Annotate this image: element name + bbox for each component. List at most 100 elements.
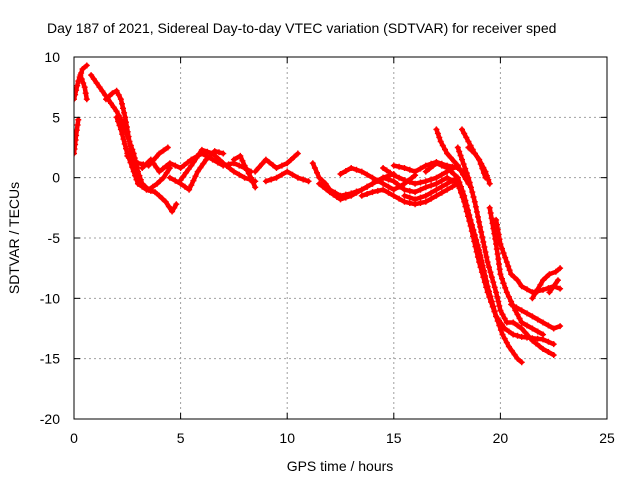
data-point <box>494 226 501 233</box>
data-point <box>514 277 521 284</box>
data-point <box>193 154 200 161</box>
data-point <box>197 164 204 171</box>
data-point <box>284 160 291 167</box>
data-point <box>529 295 536 302</box>
data-point <box>490 279 497 286</box>
data-point <box>369 174 376 181</box>
data-point <box>348 165 355 171</box>
y-tick-label: -10 <box>40 290 60 306</box>
data-point <box>478 269 485 276</box>
data-point <box>501 325 508 332</box>
data-point <box>508 347 515 354</box>
data-point <box>433 180 440 187</box>
series-arc-27 <box>486 204 547 338</box>
data-point <box>532 340 539 347</box>
data-point <box>116 122 123 129</box>
data-point <box>497 271 504 278</box>
data-point <box>143 160 150 167</box>
data-point <box>385 176 392 183</box>
data-point <box>524 310 530 317</box>
data-point <box>510 331 517 338</box>
data-point <box>498 321 505 328</box>
data-point <box>252 168 259 175</box>
data-point <box>385 183 392 190</box>
data-point <box>499 275 505 282</box>
data-point <box>374 187 381 194</box>
data-point <box>239 157 246 164</box>
data-point <box>406 194 413 201</box>
x-axis-label: GPS time / hours <box>287 458 394 474</box>
data-point <box>463 134 470 141</box>
series-arc-26 <box>465 144 493 187</box>
data-point <box>473 248 480 255</box>
data-point <box>106 93 113 100</box>
data-point <box>268 176 275 183</box>
data-point <box>552 268 559 275</box>
data-point <box>157 177 164 184</box>
data-point <box>496 302 503 309</box>
data-point <box>501 335 508 342</box>
data-point <box>220 150 227 157</box>
data-point <box>482 168 489 175</box>
data-point <box>396 195 403 202</box>
grid <box>74 57 607 419</box>
data-point <box>166 160 173 167</box>
data-point <box>461 198 468 205</box>
data-point <box>508 301 515 308</box>
data-point <box>319 177 326 184</box>
data-point <box>472 203 479 210</box>
data-point <box>457 167 464 174</box>
series-arc-11 <box>230 152 259 191</box>
data-point <box>128 148 135 155</box>
data-point <box>289 171 296 178</box>
data-point <box>497 327 504 333</box>
data-point <box>550 283 557 290</box>
data-point <box>428 189 435 196</box>
data-point <box>438 189 445 196</box>
series-arc-22 <box>433 126 472 187</box>
data-point <box>200 160 207 167</box>
data-point <box>518 359 525 366</box>
data-point <box>255 164 262 171</box>
data-point <box>198 146 205 153</box>
data-point <box>438 162 445 169</box>
data-point <box>489 303 496 310</box>
data-point <box>511 351 518 358</box>
data-point <box>529 313 536 320</box>
data-point <box>127 155 134 162</box>
data-point <box>120 105 126 112</box>
data-point <box>196 150 203 157</box>
data-point <box>449 163 456 170</box>
data-point <box>166 174 173 181</box>
data-point <box>454 174 461 181</box>
data-point <box>484 289 491 296</box>
x-tick-label: 20 <box>493 430 509 446</box>
data-point <box>353 166 360 173</box>
data-point <box>316 180 323 187</box>
data-point <box>524 322 530 329</box>
data-point <box>557 323 564 330</box>
data-point <box>150 160 157 167</box>
data-point <box>172 177 179 184</box>
data-point <box>516 315 523 322</box>
data-point <box>337 196 344 203</box>
data-point <box>83 62 90 69</box>
data-point <box>203 156 210 163</box>
data-point <box>557 285 564 292</box>
data-point <box>88 72 95 79</box>
data-point <box>135 180 141 187</box>
data-point <box>459 126 465 133</box>
data-point <box>422 184 429 191</box>
data-point <box>484 259 491 266</box>
x-tick-label: 25 <box>599 430 615 446</box>
data-point <box>139 183 146 190</box>
data-point <box>438 177 445 184</box>
series-arc-10 <box>177 146 259 185</box>
series-arc-7 <box>124 144 171 169</box>
data-point <box>459 194 466 201</box>
data-point <box>471 198 478 205</box>
data-point <box>262 178 269 185</box>
data-point <box>192 173 199 180</box>
series-arc-3 <box>77 72 90 103</box>
data-point <box>486 294 493 301</box>
